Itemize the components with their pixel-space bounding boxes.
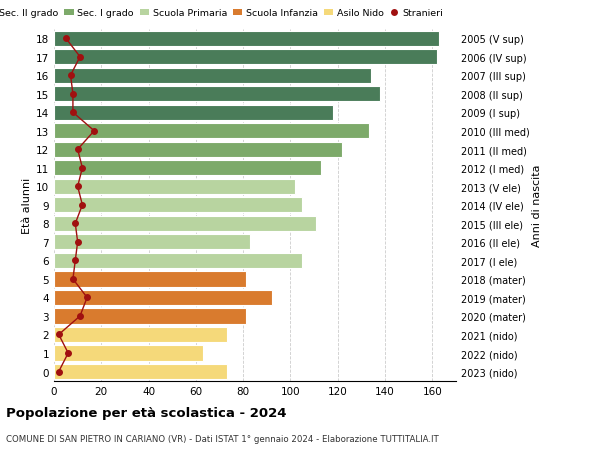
Legend: Sec. II grado, Sec. I grado, Scuola Primaria, Scuola Infanzia, Asilo Nido, Stran: Sec. II grado, Sec. I grado, Scuola Prim… (0, 9, 443, 18)
Y-axis label: Anni di nascita: Anni di nascita (532, 164, 542, 246)
Bar (54, 290, 272, 305)
Text: Popolazione per età scolastica - 2024: Popolazione per età scolastica - 2024 (6, 406, 287, 419)
Bar (54, 32, 439, 47)
Bar (54, 198, 302, 213)
Bar (54, 106, 333, 121)
Bar (54, 179, 295, 195)
Bar (54, 364, 227, 379)
Text: COMUNE DI SAN PIETRO IN CARIANO (VR) - Dati ISTAT 1° gennaio 2024 - Elaborazione: COMUNE DI SAN PIETRO IN CARIANO (VR) - D… (6, 434, 439, 443)
Bar (54, 87, 380, 102)
Bar (54, 327, 227, 342)
Bar (54, 50, 437, 65)
Bar (54, 346, 203, 361)
Bar (54, 235, 250, 250)
Bar (54, 142, 343, 157)
Bar (54, 309, 245, 324)
Bar (54, 253, 302, 269)
Bar (54, 68, 371, 84)
Bar (54, 161, 321, 176)
Bar (54, 272, 245, 287)
Y-axis label: Età alunni: Età alunni (22, 177, 32, 234)
Bar (54, 124, 368, 139)
Bar (54, 216, 316, 231)
